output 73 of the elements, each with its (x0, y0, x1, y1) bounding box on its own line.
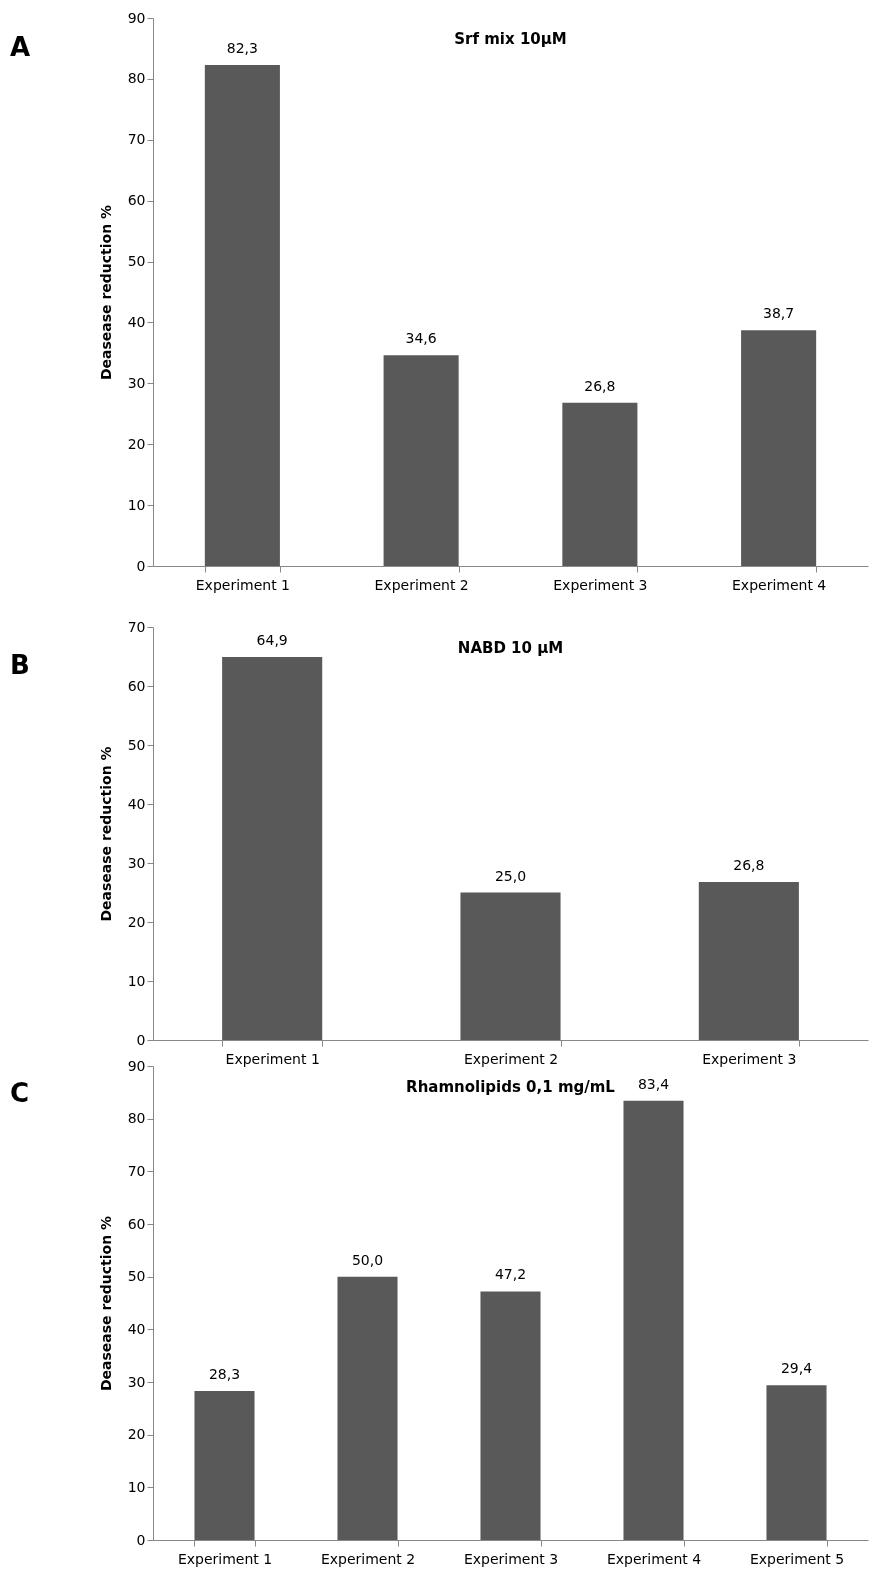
bar (766, 1385, 827, 1540)
x-tick-label: Experiment 1 (177, 1550, 273, 1567)
data-label: 26,8 (733, 856, 765, 873)
data-label: 50,0 (351, 1251, 384, 1268)
x-tick-label: Experiment 2 (374, 576, 469, 593)
data-label: 38,7 (763, 305, 795, 322)
y-tick-label: 70 (127, 1162, 146, 1179)
y-axis-title: Deasease reduction % (97, 746, 114, 922)
bar (698, 881, 799, 1040)
x-tick-label: Experiment 2 (320, 1550, 416, 1567)
data-label: 28,3 (208, 1365, 241, 1382)
y-tick-label: 20 (127, 435, 146, 452)
y-tick-label: 80 (127, 70, 146, 87)
data-label: 34,6 (405, 330, 437, 347)
y-tick-label: 10 (127, 1478, 146, 1495)
y-tick-label: 70 (127, 618, 146, 635)
y-tick-label: 30 (127, 374, 146, 391)
text: A (10, 32, 31, 62)
y-tick-label: 60 (127, 1215, 146, 1232)
text: Srf mix 10µM (454, 30, 567, 48)
x-tick-label: Experiment 3 (702, 1050, 797, 1067)
y-tick-label: 90 (127, 9, 146, 26)
y-tick-label: 50 (127, 253, 146, 270)
text: C (10, 1078, 30, 1108)
x-tick-label: Experiment 5 (749, 1550, 845, 1567)
bar (480, 1291, 541, 1540)
y-tick-label: 40 (127, 795, 146, 812)
y-tick-label: 60 (127, 192, 146, 209)
bar (204, 64, 280, 566)
y-tick-label: 10 (127, 972, 146, 989)
data-label: 64,9 (256, 632, 288, 649)
y-tick-label: 0 (136, 1031, 146, 1048)
y-tick-label: 30 (127, 854, 146, 871)
data-label: 26,8 (584, 377, 616, 394)
y-tick-label: 20 (127, 913, 146, 930)
y-axis-title: Deasease reduction % (97, 1215, 114, 1392)
x-tick-label: Experiment 1 (195, 576, 290, 593)
y-tick-label: 20 (127, 1426, 146, 1443)
y-tick-label: 30 (127, 1373, 146, 1390)
text: B (10, 650, 30, 680)
y-tick-label: 70 (127, 131, 146, 148)
data-label: 25,0 (494, 867, 527, 884)
text: Rhamnolipids 0,1 mg/mL (406, 1078, 616, 1096)
x-tick-label: Experiment 1 (225, 1050, 320, 1067)
data-label: 47,2 (494, 1266, 527, 1283)
x-tick-label: Experiment 4 (606, 1550, 702, 1567)
data-label: 82,3 (226, 39, 258, 56)
y-tick-label: 50 (127, 1268, 146, 1285)
bar (383, 355, 459, 566)
bar (194, 1390, 255, 1540)
y-tick-label: 60 (127, 677, 146, 694)
y-axis-title: Deasease reduction % (97, 204, 114, 381)
data-label: 83,4 (637, 1075, 670, 1092)
x-tick-label: Experiment 3 (553, 576, 648, 593)
y-tick-label: 80 (127, 1110, 146, 1127)
x-tick-label: Experiment 3 (463, 1550, 559, 1567)
y-tick-label: 90 (127, 1057, 146, 1074)
y-tick-label: 40 (127, 1320, 146, 1337)
bar (562, 402, 638, 566)
y-tick-label: 40 (127, 313, 146, 330)
y-tick-label: 0 (136, 557, 146, 574)
data-label: 29,4 (780, 1360, 813, 1377)
x-tick-label: Experiment 4 (732, 576, 827, 593)
y-tick-label: 50 (127, 736, 146, 753)
bar (337, 1276, 398, 1540)
bar (222, 657, 323, 1040)
bar (460, 892, 561, 1040)
y-tick-label: 10 (127, 496, 146, 513)
x-tick-label: Experiment 2 (463, 1050, 559, 1067)
bar (741, 330, 817, 566)
text: NABD 10 µM (457, 639, 564, 657)
bar (623, 1100, 684, 1540)
y-tick-label: 0 (136, 1531, 146, 1548)
